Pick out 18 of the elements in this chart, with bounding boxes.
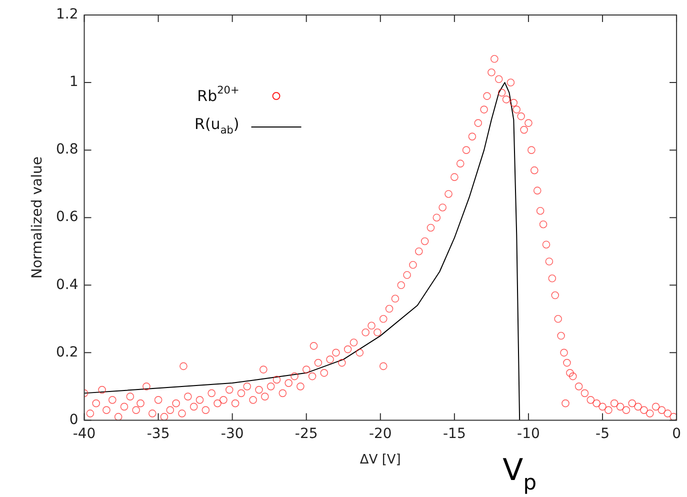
- y-tick-label: 0.2: [56, 344, 78, 360]
- y-tick-label: 1.2: [56, 6, 78, 23]
- x-tick-label: -20: [368, 426, 392, 442]
- y-tick-label: 0.8: [56, 142, 78, 158]
- y-tick-label: 0: [69, 412, 78, 428]
- x-tick-label: -25: [294, 426, 318, 442]
- y-tick-label: 0.6: [56, 209, 78, 226]
- x-tick-label: -15: [443, 426, 466, 442]
- x-tick-label: -40: [72, 426, 96, 442]
- x-tick-label: -30: [220, 426, 244, 442]
- x-tick-label: -10: [517, 426, 540, 442]
- y-axis-title: Normalized value: [30, 156, 46, 279]
- x-tick-label: 0: [672, 426, 682, 442]
- y-tick-label: 1: [69, 74, 78, 90]
- y-tick-label: 0.4: [56, 276, 78, 293]
- x-axis-title: ΔV [V]: [360, 452, 401, 468]
- x-tick-label: -35: [146, 426, 170, 442]
- x-tick-label: -5: [596, 426, 610, 442]
